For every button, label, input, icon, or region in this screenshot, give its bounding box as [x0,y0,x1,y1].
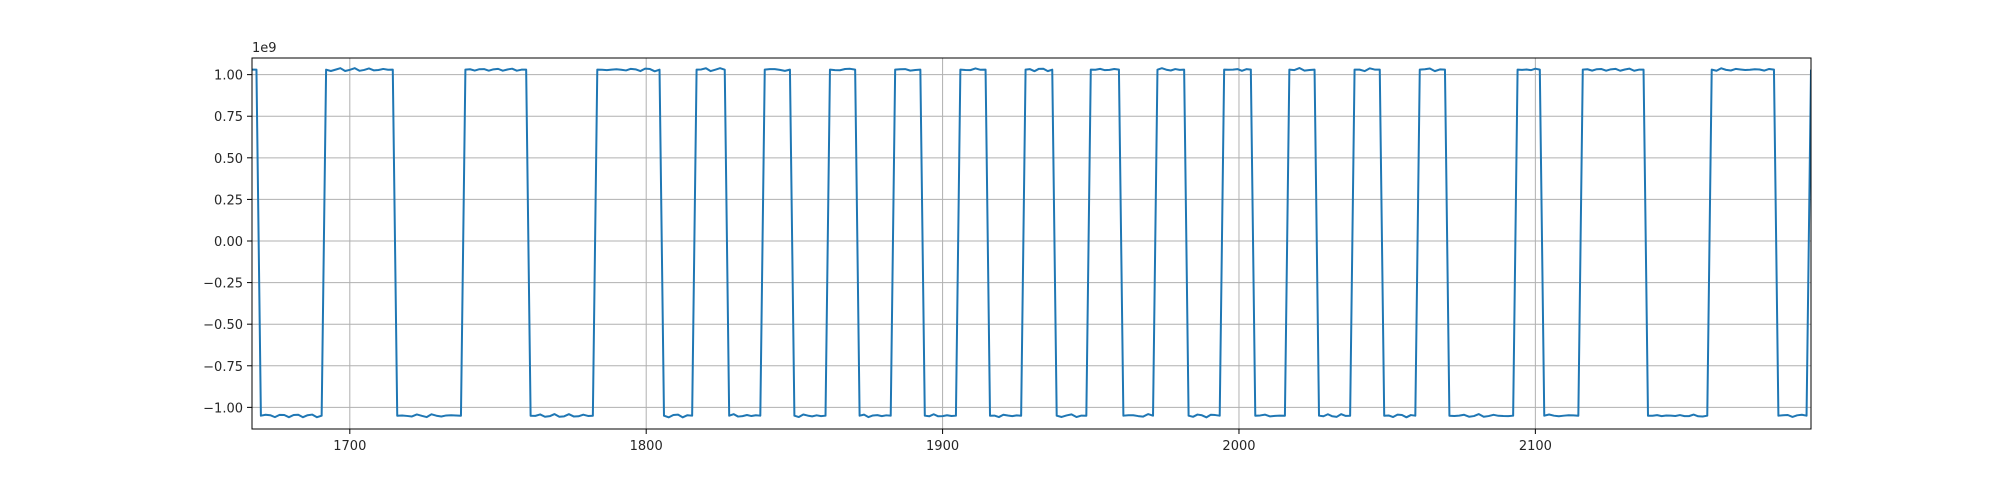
y-tick-label: −0.25 [203,277,243,292]
y-tick-label: 0.00 [214,235,243,250]
y-tick-label: −0.50 [203,318,243,333]
y-tick-label: 0.25 [214,193,243,208]
x-tick-label: 1800 [630,439,663,454]
x-tick-label: 2100 [1519,439,1552,454]
x-tick-label: 2000 [1222,439,1255,454]
plot-layer [252,67,1811,419]
grid-layer [252,58,1811,429]
y-axis: −1.00 −0.75 −0.50 −0.25 0.00 0.25 0.50 0.75 1.00 [203,69,252,416]
y-tick-label: 0.75 [214,110,243,125]
x-tick-label: 1900 [926,439,959,454]
y-tick-label: 1.00 [214,69,243,84]
y-tick-label: −1.00 [203,401,243,416]
y-tick-label: −0.75 [203,360,243,375]
axes-frame [251,57,1812,430]
y-axis-offset-label: 1e9 [252,41,277,56]
x-axis: 1700 1800 1900 2000 2100 [333,429,1552,454]
series-line [252,67,1811,419]
x-tick-label: 1700 [333,439,366,454]
y-tick-label: 0.50 [214,152,243,167]
